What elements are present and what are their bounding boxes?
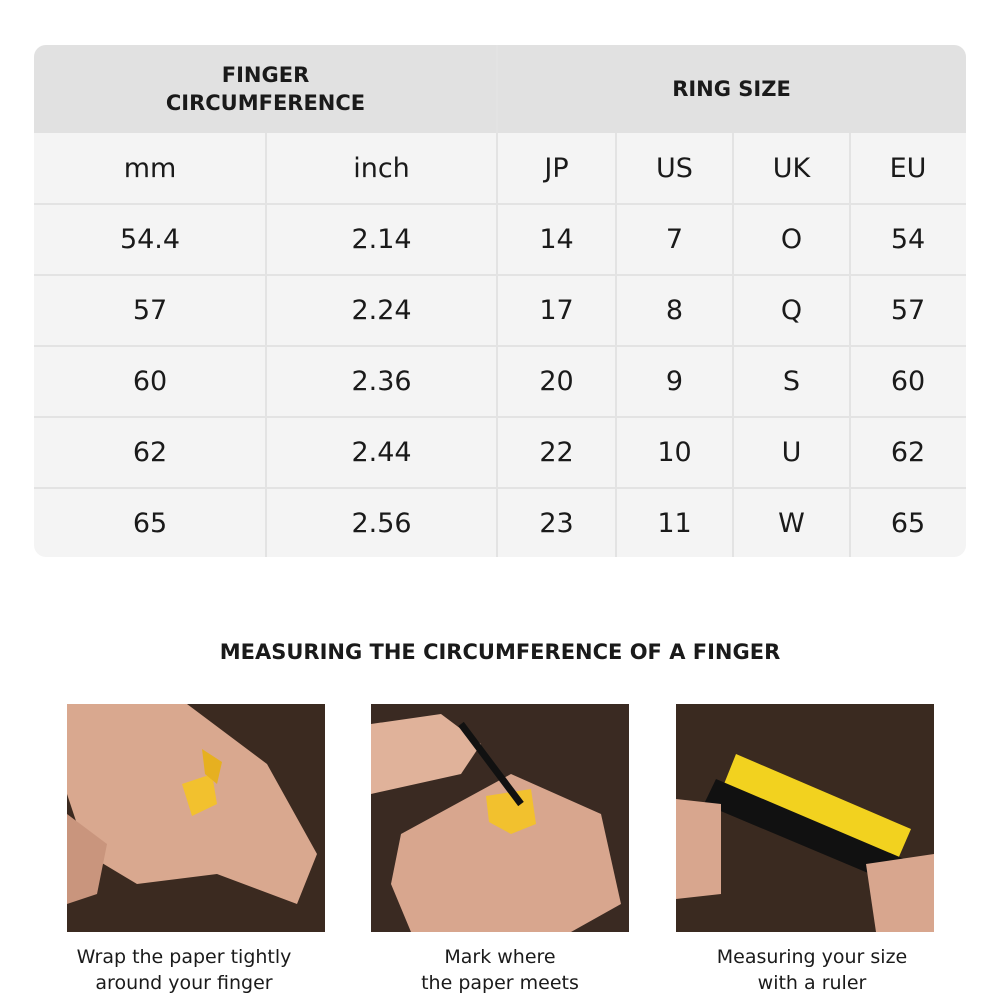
photo-wrap [67, 704, 325, 932]
col-divider [732, 133, 734, 557]
column-header: JP [544, 153, 569, 184]
row-divider [34, 203, 966, 205]
row-divider [34, 416, 966, 418]
row-divider [34, 345, 966, 347]
table-cell: 2.14 [351, 224, 412, 255]
table-cell: 17 [539, 295, 574, 326]
header-cell: RING SIZE [497, 45, 966, 133]
row-divider [34, 274, 966, 276]
caption-line: the paper meets [421, 972, 579, 994]
table-cell: 2.56 [351, 508, 412, 539]
table-cell: 23 [539, 508, 574, 539]
table-cell: U [781, 437, 802, 468]
caption: Wrap the paper tightly around your finger [34, 944, 334, 996]
column-header: EU [889, 153, 927, 184]
col-divider [849, 133, 851, 557]
photo-mark [371, 704, 629, 932]
table-cell: 57 [132, 295, 168, 326]
table-cell: 22 [539, 437, 574, 468]
table-cell: 14 [539, 224, 574, 255]
section-title: MEASURING THE CIRCUMFERENCE OF A FINGER [219, 640, 781, 664]
caption-line: Wrap the paper tightly [76, 946, 292, 968]
table-cell: 8 [665, 295, 684, 326]
caption-line: Mark where [444, 946, 556, 968]
column-header: UK [772, 153, 811, 184]
col-divider [496, 45, 498, 557]
table-cell: 2.44 [351, 437, 412, 468]
table-cell: 54 [890, 224, 926, 255]
table-cell: 65 [890, 508, 926, 539]
table-cell: 60 [132, 366, 168, 397]
table-cell: 9 [665, 366, 684, 397]
size-table: FINGER CIRCUMFERENCE RING SIZE mm inch JP US UK… [34, 45, 966, 557]
photo-ruler [676, 704, 934, 932]
table-cell: O [780, 224, 803, 255]
column-header: mm [123, 153, 177, 184]
table-cell: 54.4 [119, 224, 181, 255]
table-cell: W [778, 508, 805, 539]
table-cell: 62 [890, 437, 926, 468]
col-divider [615, 133, 617, 557]
table-cell: 65 [132, 508, 168, 539]
table-cell: 11 [657, 508, 692, 539]
table-cell: 2.24 [351, 295, 412, 326]
caption-line: with a ruler [757, 972, 867, 994]
column-header: US [656, 153, 693, 184]
header-text: RING SIZE [672, 77, 791, 101]
header-text: CIRCUMFERENCE [165, 91, 366, 115]
table-cell: 2.36 [351, 366, 412, 397]
table-cell: 62 [132, 437, 168, 468]
col-divider [265, 133, 267, 557]
header-cell: FINGER CIRCUMFERENCE [34, 45, 497, 133]
caption: Mark where the paper meets [350, 944, 650, 996]
table-cell: Q [780, 295, 803, 326]
row-divider [34, 487, 966, 489]
table-cell: 57 [890, 295, 926, 326]
caption-line: around your finger [95, 972, 273, 994]
header-text: FINGER [221, 63, 310, 87]
caption-line: Measuring your size [716, 946, 908, 968]
table-cell: S [782, 366, 801, 397]
table-cell: 10 [657, 437, 692, 468]
table-cell: 20 [539, 366, 574, 397]
table-cell: 60 [890, 366, 926, 397]
caption: Measuring your size with a ruler [662, 944, 962, 996]
table-cell: 7 [665, 224, 684, 255]
column-header: inch [353, 153, 410, 184]
